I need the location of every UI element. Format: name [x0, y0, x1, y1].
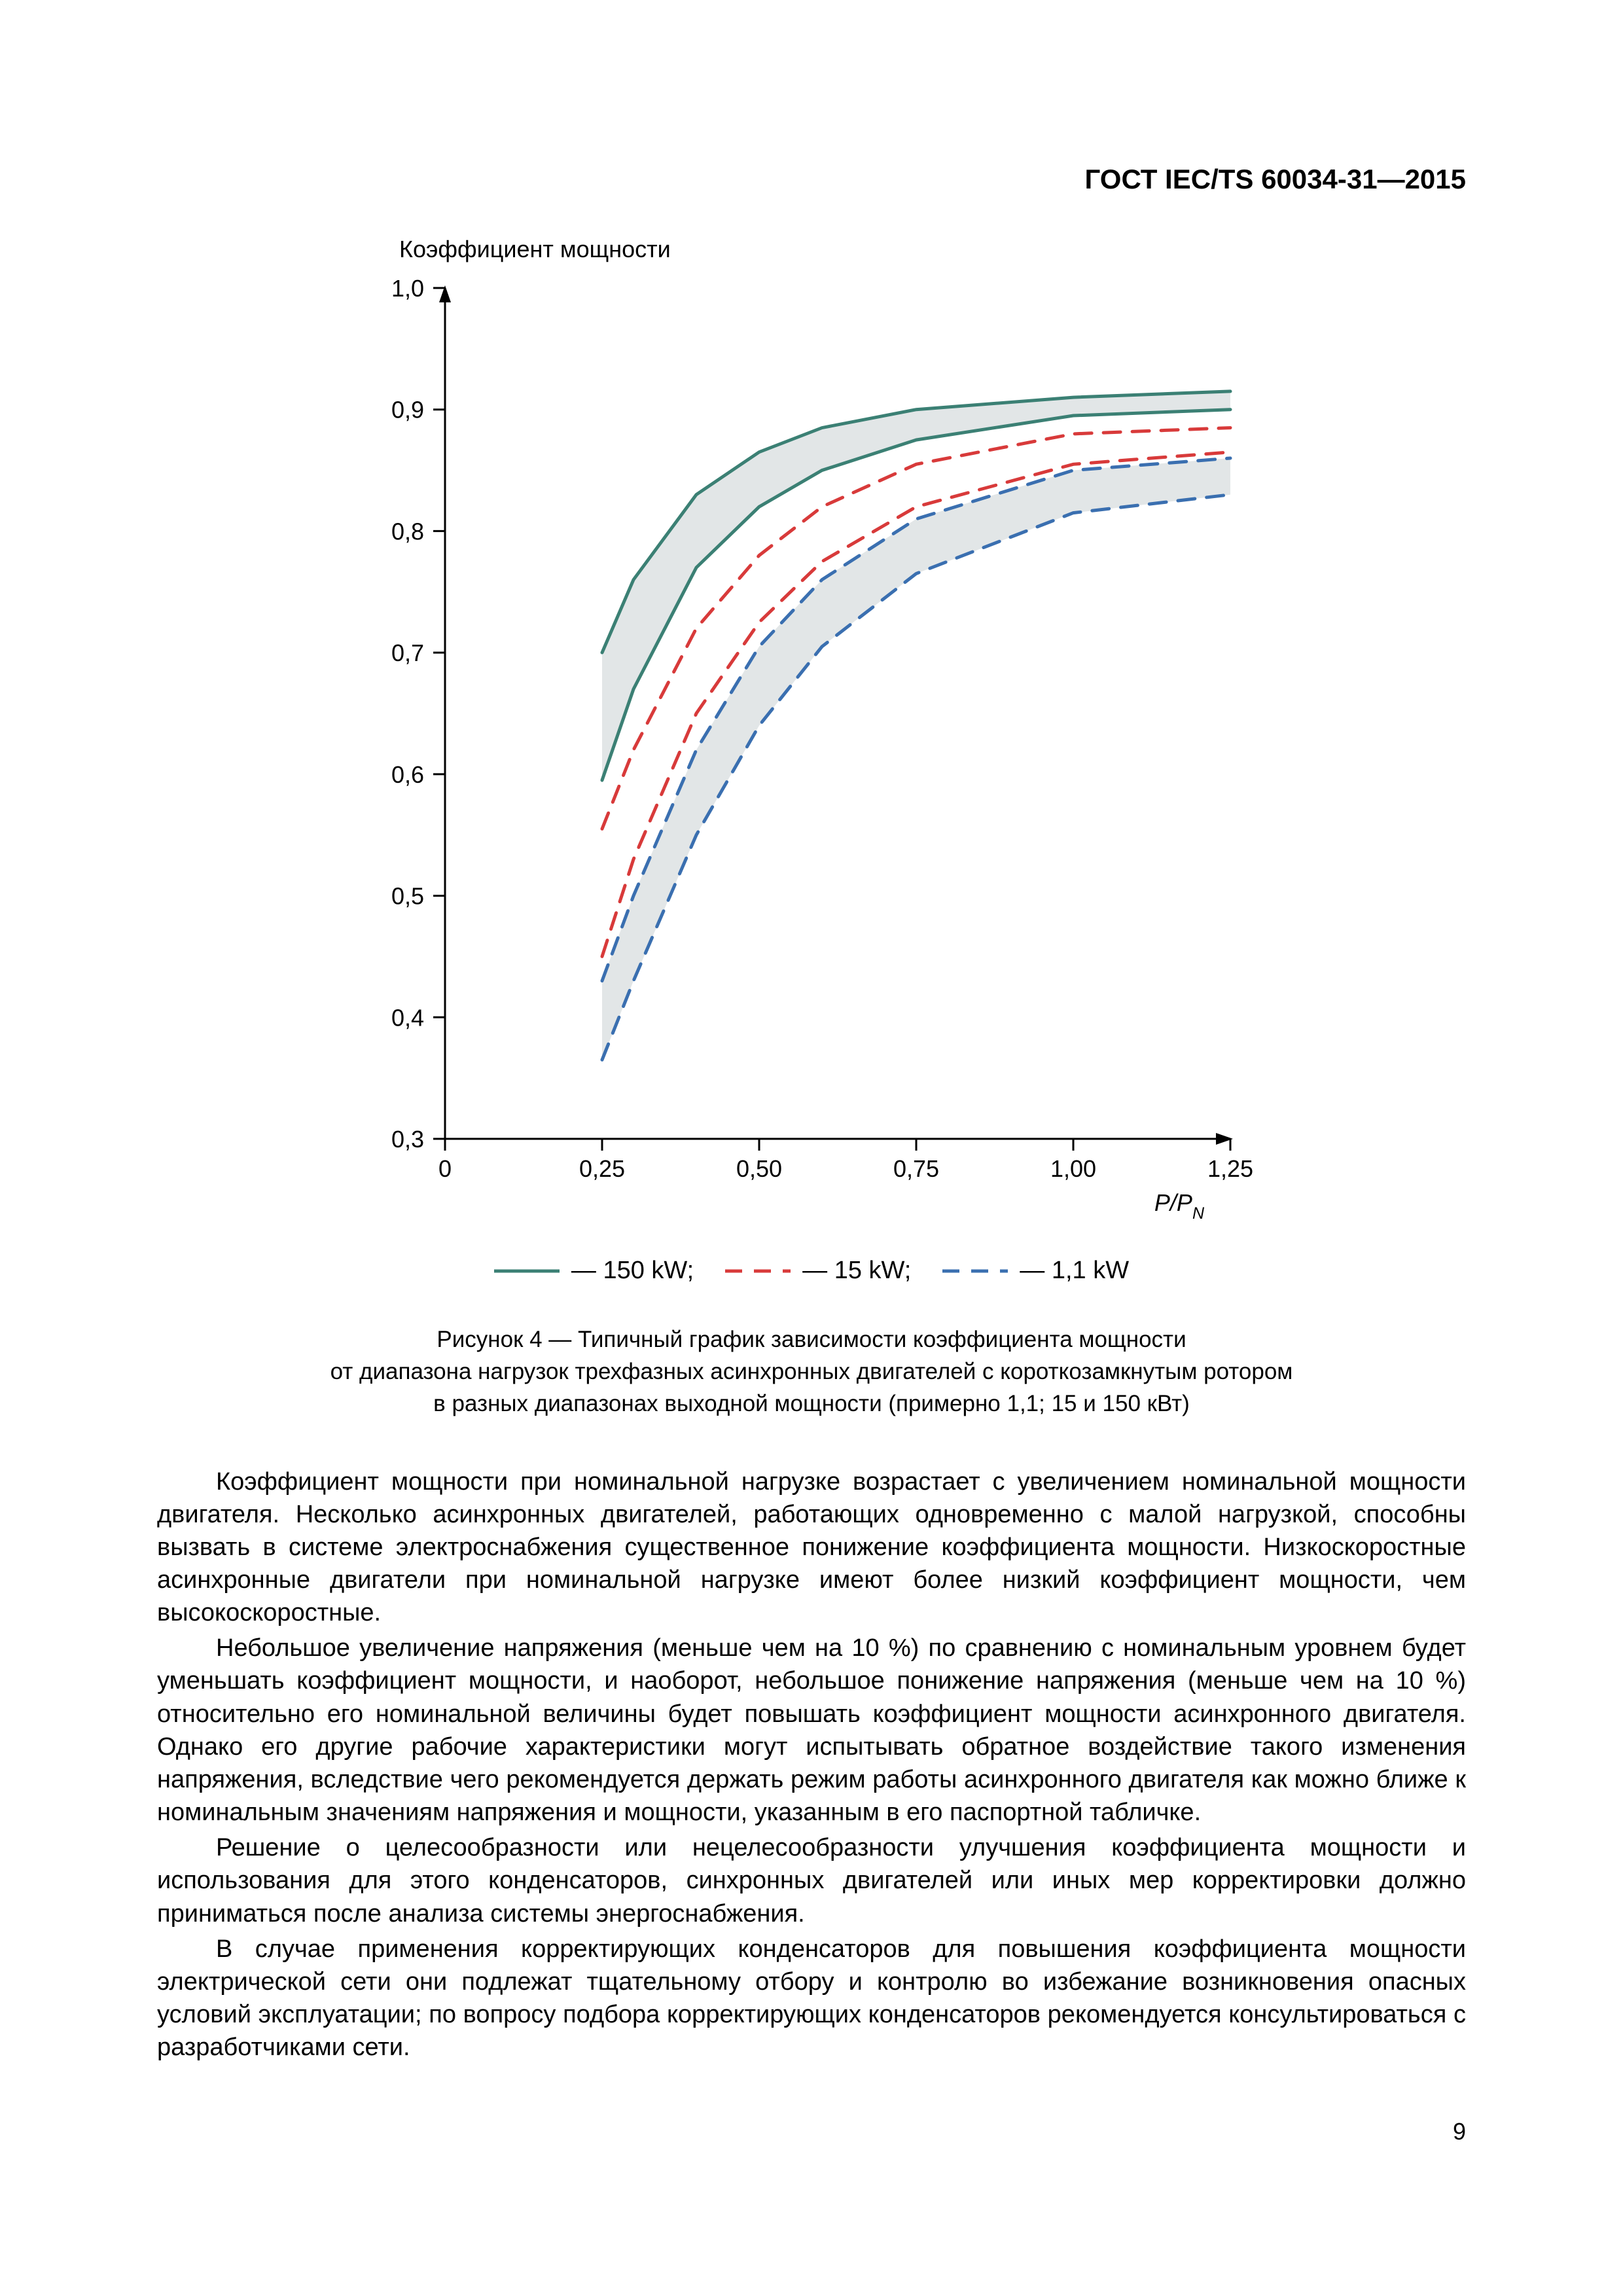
legend-label: — 1,1 kW [1020, 1257, 1129, 1285]
legend-item-red: — 15 kW; [725, 1257, 911, 1285]
legend-item-blue: — 1,1 kW [942, 1257, 1129, 1285]
body-paragraph: Небольшое увеличение напряжения (меньше … [157, 1632, 1466, 1829]
x-tick-label: 0,75 [893, 1155, 939, 1182]
power-factor-chart: 0,30,40,50,60,70,80,91,000,250,500,751,0… [347, 268, 1276, 1237]
legend-item-green: — 150 kW; [494, 1257, 694, 1285]
legend-swatch-green-icon [494, 1258, 560, 1284]
x-tick-label: 1,00 [1050, 1155, 1096, 1182]
page-number: 9 [1453, 2118, 1466, 2145]
chart-legend: — 150 kW; — 15 kW; — 1,1 kW [347, 1257, 1276, 1291]
chart-container: Коэффициент мощности 0,3 0,4 0,5 0,6 0,7 0,8 0… [347, 236, 1276, 1291]
body-text: Коэффициент мощности при номинальной наг… [157, 1465, 1466, 2064]
x-tick-label: 0,25 [579, 1155, 625, 1182]
y-tick-label: 0,8 [391, 518, 424, 545]
figure-caption: Рисунок 4 — Типичный график зависимости … [157, 1323, 1466, 1420]
caption-line-2: от диапазона нагрузок трехфазных асинхро… [330, 1359, 1293, 1384]
caption-line-3: в разных диапазонах выходной мощности (п… [433, 1391, 1190, 1416]
x-tick-label: 0,50 [736, 1155, 782, 1182]
document-code-header: ГОСТ IEC/TS 60034-31—2015 [1085, 164, 1466, 195]
legend-swatch-blue-icon [942, 1258, 1008, 1284]
y-tick-label: 0,4 [391, 1004, 424, 1031]
x-tick-label: 1,25 [1207, 1155, 1253, 1182]
y-tick-label: 0,5 [391, 883, 424, 910]
x-tick-label: 0 [438, 1155, 452, 1182]
y-tick-label: 0,3 [391, 1126, 424, 1153]
caption-line-1: Рисунок 4 — Типичный график зависимости … [437, 1327, 1186, 1352]
x-axis-title: P/PN [1154, 1189, 1205, 1223]
body-paragraph: Решение о целесообразности или нецелесоо… [157, 1831, 1466, 1929]
page: ГОСТ IEC/TS 60034-31—2015 Коэффициент мо… [0, 0, 1623, 2296]
y-tick-label: 1,0 [391, 275, 424, 302]
y-axis-title: Коэффициент мощности [399, 236, 1276, 263]
body-paragraph: Коэффициент мощности при номинальной наг… [157, 1465, 1466, 1630]
y-tick-label: 0,7 [391, 639, 424, 666]
body-paragraph: В случае применения корректирующих конде… [157, 1933, 1466, 2064]
y-tick-label: 0,6 [391, 761, 424, 788]
chart-svg-holder: 0,30,40,50,60,70,80,91,000,250,500,751,0… [347, 268, 1276, 1237]
legend-swatch-red-icon [725, 1258, 791, 1284]
chart-band [602, 391, 1230, 780]
y-tick-label: 0,9 [391, 397, 424, 423]
legend-label: — 15 kW; [802, 1257, 911, 1285]
legend-label: — 150 kW; [571, 1257, 694, 1285]
